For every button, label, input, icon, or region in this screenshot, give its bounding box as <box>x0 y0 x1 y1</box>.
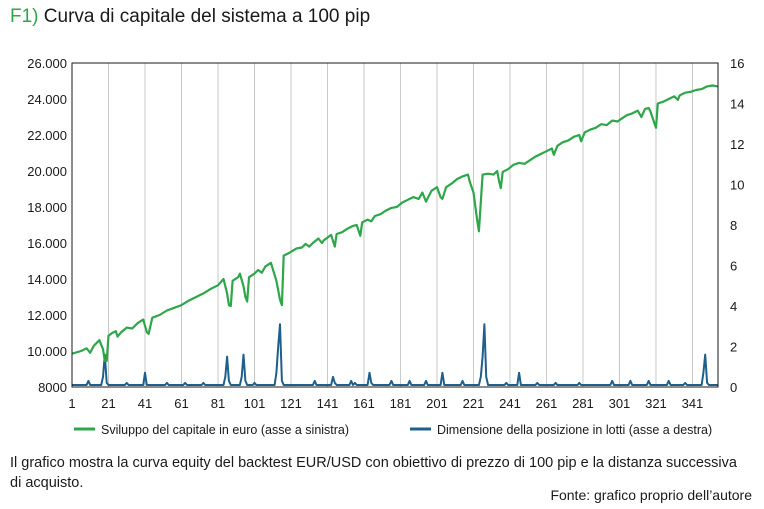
chart-title: F1) Curva di capitale del sistema a 100 … <box>10 6 370 28</box>
x-tick-label: 301 <box>609 396 631 411</box>
legend: Sviluppo del capitale in euro (asse a si… <box>74 423 712 437</box>
left-tick-label: 20.000 <box>27 164 67 179</box>
x-tick-label: 141 <box>317 396 339 411</box>
right-axis-ticks: 0 2 4 6 8 10 12 14 16 <box>730 56 744 395</box>
vertical-grid <box>107 63 693 387</box>
right-tick-label: 14 <box>730 97 744 112</box>
legend-label-equity: Sviluppo del capitale in euro (asse a si… <box>101 423 349 437</box>
series-line-equity <box>71 84 719 362</box>
left-tick-label: 10.000 <box>27 344 67 359</box>
series-line-lots <box>72 323 718 386</box>
x-tick-label: 181 <box>390 396 412 411</box>
x-tick-label: 61 <box>174 396 188 411</box>
chart-area: 8000 10.000 12.000 14.000 16.000 18.000 20.000… <box>27 56 744 437</box>
legend-label-lots: Dimensione della posizione in lotti (ass… <box>437 423 712 437</box>
x-tick-label: 281 <box>572 396 594 411</box>
x-tick-label: 201 <box>426 396 448 411</box>
x-tick-label: 81 <box>211 396 225 411</box>
x-tick-label: 121 <box>280 396 302 411</box>
right-tick-label: 0 <box>730 380 737 395</box>
right-tick-label: 10 <box>730 178 744 193</box>
right-tick-label: 2 <box>730 340 737 355</box>
left-axis-ticks: 8000 10.000 12.000 14.000 16.000 18.000 20.000… <box>27 56 67 395</box>
x-tick-label: 101 <box>244 396 266 411</box>
x-tick-label: 241 <box>499 396 521 411</box>
left-tick-label: 14.000 <box>27 272 67 287</box>
left-tick-label: 18.000 <box>27 200 67 215</box>
x-tick-label: 221 <box>463 396 485 411</box>
plot-lines <box>71 84 719 386</box>
left-tick-label: 26.000 <box>27 56 67 71</box>
x-tick-label: 261 <box>536 396 558 411</box>
left-tick-label: 22.000 <box>27 128 67 143</box>
x-tick-label: 21 <box>101 396 115 411</box>
x-tick-label: 41 <box>138 396 152 411</box>
x-tick-label: 161 <box>353 396 375 411</box>
x-tick-label: 321 <box>645 396 667 411</box>
right-tick-label: 12 <box>730 137 744 152</box>
plot-frame <box>71 62 719 388</box>
figure-label: F1) <box>10 6 39 27</box>
left-tick-label: 16.000 <box>27 236 67 251</box>
caption: Il grafico mostra la curva equity del ba… <box>10 455 737 491</box>
source-note: Fonte: grafico proprio dell’autore <box>550 487 752 503</box>
x-tick-label: 341 <box>682 396 704 411</box>
left-tick-label: 24.000 <box>27 92 67 107</box>
x-tick-label: 1 <box>68 396 75 411</box>
right-tick-label: 4 <box>730 299 737 314</box>
title-text: Curva di capitale del sistema a 100 pip <box>43 6 371 27</box>
left-tick-label: 8000 <box>38 380 67 395</box>
right-tick-label: 6 <box>730 259 737 274</box>
right-tick-label: 8 <box>730 218 737 233</box>
left-tick-label: 12.000 <box>27 308 67 323</box>
right-tick-label: 16 <box>730 56 744 71</box>
x-axis-ticks: 1 21 41 61 81 101 121 141 161 181 201 221 241 261 281 3… <box>68 396 703 411</box>
